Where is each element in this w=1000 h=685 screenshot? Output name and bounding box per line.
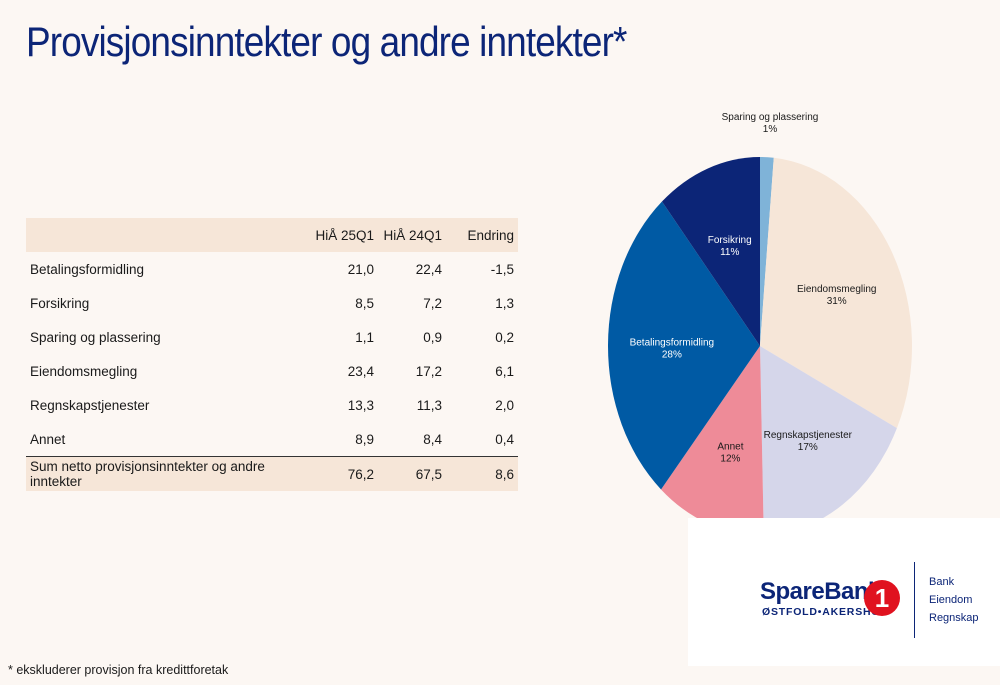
- pie-pct-betalingsformidling: 28%: [662, 350, 682, 361]
- table-row: Regnskapstjenester 13,3 11,3 2,0: [26, 388, 518, 422]
- logo-link-regnskap[interactable]: Regnskap: [929, 612, 979, 624]
- row-value-24q1: 7,2: [423, 295, 442, 311]
- pie-slice-forsikring: [661, 157, 760, 346]
- pie-label-betalingsformidling: Betalingsformidling: [630, 338, 715, 349]
- row-value-change: 0,2: [495, 329, 514, 345]
- brand-region: ØSTFOLD•AKERSHUS: [762, 606, 888, 618]
- total-value-25q1: 76,2: [347, 466, 374, 482]
- row-value-change: 2,0: [495, 397, 514, 413]
- table-header-row: HiÅ 25Q1 HiÅ 24Q1 Endring: [26, 218, 518, 252]
- brand-wordmark: SpareBank: [760, 578, 881, 605]
- table-row: Eiendomsmegling 23,4 17,2 6,1: [26, 354, 518, 388]
- row-value-change: 0,4: [495, 431, 514, 447]
- pie-slice-annet: [661, 346, 764, 535]
- row-label: Regnskapstjenester: [30, 397, 150, 413]
- pie-label-forsikring: Forsikring: [708, 235, 752, 246]
- row-value-25q1: 13,3: [347, 397, 374, 413]
- pie-pct-sparing-og-plassering: 1%: [763, 124, 778, 135]
- logo-link-eiendom[interactable]: Eiendom: [929, 594, 973, 606]
- footnote: * ekskluderer provisjon fra kredittforet…: [8, 663, 229, 677]
- row-value-24q1: 8,4: [423, 431, 442, 447]
- header-25q1: HiÅ 25Q1: [315, 227, 374, 243]
- row-value-25q1: 23,4: [347, 363, 374, 379]
- row-value-24q1: 11,3: [416, 397, 442, 413]
- logo-link-bank[interactable]: Bank: [929, 576, 955, 588]
- row-label: Eiendomsmegling: [30, 363, 138, 379]
- row-value-change: -1,5: [490, 261, 514, 277]
- row-value-25q1: 21,0: [347, 261, 374, 277]
- row-value-change: 1,3: [495, 295, 514, 311]
- brand-number-badge: 1: [864, 580, 900, 616]
- pie-pct-annet: 12%: [720, 453, 740, 464]
- pie-label-annet: Annet: [717, 441, 743, 452]
- total-label: Sum netto provisjonsinntekter og andre i…: [30, 459, 265, 489]
- table-row: Betalingsformidling 21,0 22,4 -1,5: [26, 252, 518, 286]
- pie-pct-regnskapstjenester: 17%: [798, 442, 818, 453]
- row-value-24q1: 17,2: [415, 363, 442, 379]
- pie-slice-regnskapstjenester: [760, 346, 897, 535]
- pie-slice-eiendomsmegling: [760, 157, 912, 429]
- row-label: Betalingsformidling: [30, 261, 145, 277]
- logo-links: Bank Eiendom Regnskap: [929, 573, 979, 627]
- pie-label-sparing-og-plassering: Sparing og plassering: [722, 112, 819, 123]
- header-change: Endring: [467, 227, 514, 243]
- row-value-25q1: 8,9: [355, 431, 374, 447]
- pie-slice-sparing-og-plassering: [760, 157, 774, 346]
- total-value-change: 8,6: [495, 466, 514, 482]
- logo-area: SpareBank ØSTFOLD•AKERSHUS 1 Bank Eiendo…: [688, 518, 1000, 666]
- row-label: Sparing og plassering: [30, 329, 161, 345]
- row-value-25q1: 8,5: [355, 295, 374, 311]
- pie-pct-forsikring: 11%: [720, 247, 739, 258]
- row-value-change: 6,1: [495, 363, 514, 379]
- row-label: Forsikring: [30, 295, 90, 311]
- pie-label-eiendomsmegling: Eiendomsmegling: [797, 284, 877, 295]
- row-label: Annet: [30, 431, 66, 447]
- header-24q1: HiÅ 24Q1: [383, 227, 442, 243]
- row-value-25q1: 1,1: [355, 329, 374, 345]
- total-value-24q1: 67,5: [415, 466, 442, 482]
- pie-label-regnskapstjenester: Regnskapstjenester: [764, 430, 853, 441]
- income-table: HiÅ 25Q1 HiÅ 24Q1 Endring Betalingsformi…: [26, 218, 518, 491]
- page-title: Provisjonsinntekter og andre inntekter*: [26, 18, 627, 65]
- pie-slice-betalingsformidling: [608, 201, 760, 490]
- header-label: [26, 218, 294, 252]
- logo-divider: [914, 562, 915, 638]
- row-value-24q1: 22,4: [415, 261, 442, 277]
- table-row: Forsikring 8,5 7,2 1,3: [26, 286, 518, 320]
- row-value-24q1: 0,9: [423, 329, 442, 345]
- pie-pct-eiendomsmegling: 31%: [827, 296, 847, 307]
- table-row: Sparing og plassering 1,1 0,9 0,2: [26, 320, 518, 354]
- table-row: Annet 8,9 8,4 0,4: [26, 422, 518, 457]
- table-total-row: Sum netto provisjonsinntekter og andre i…: [26, 456, 518, 491]
